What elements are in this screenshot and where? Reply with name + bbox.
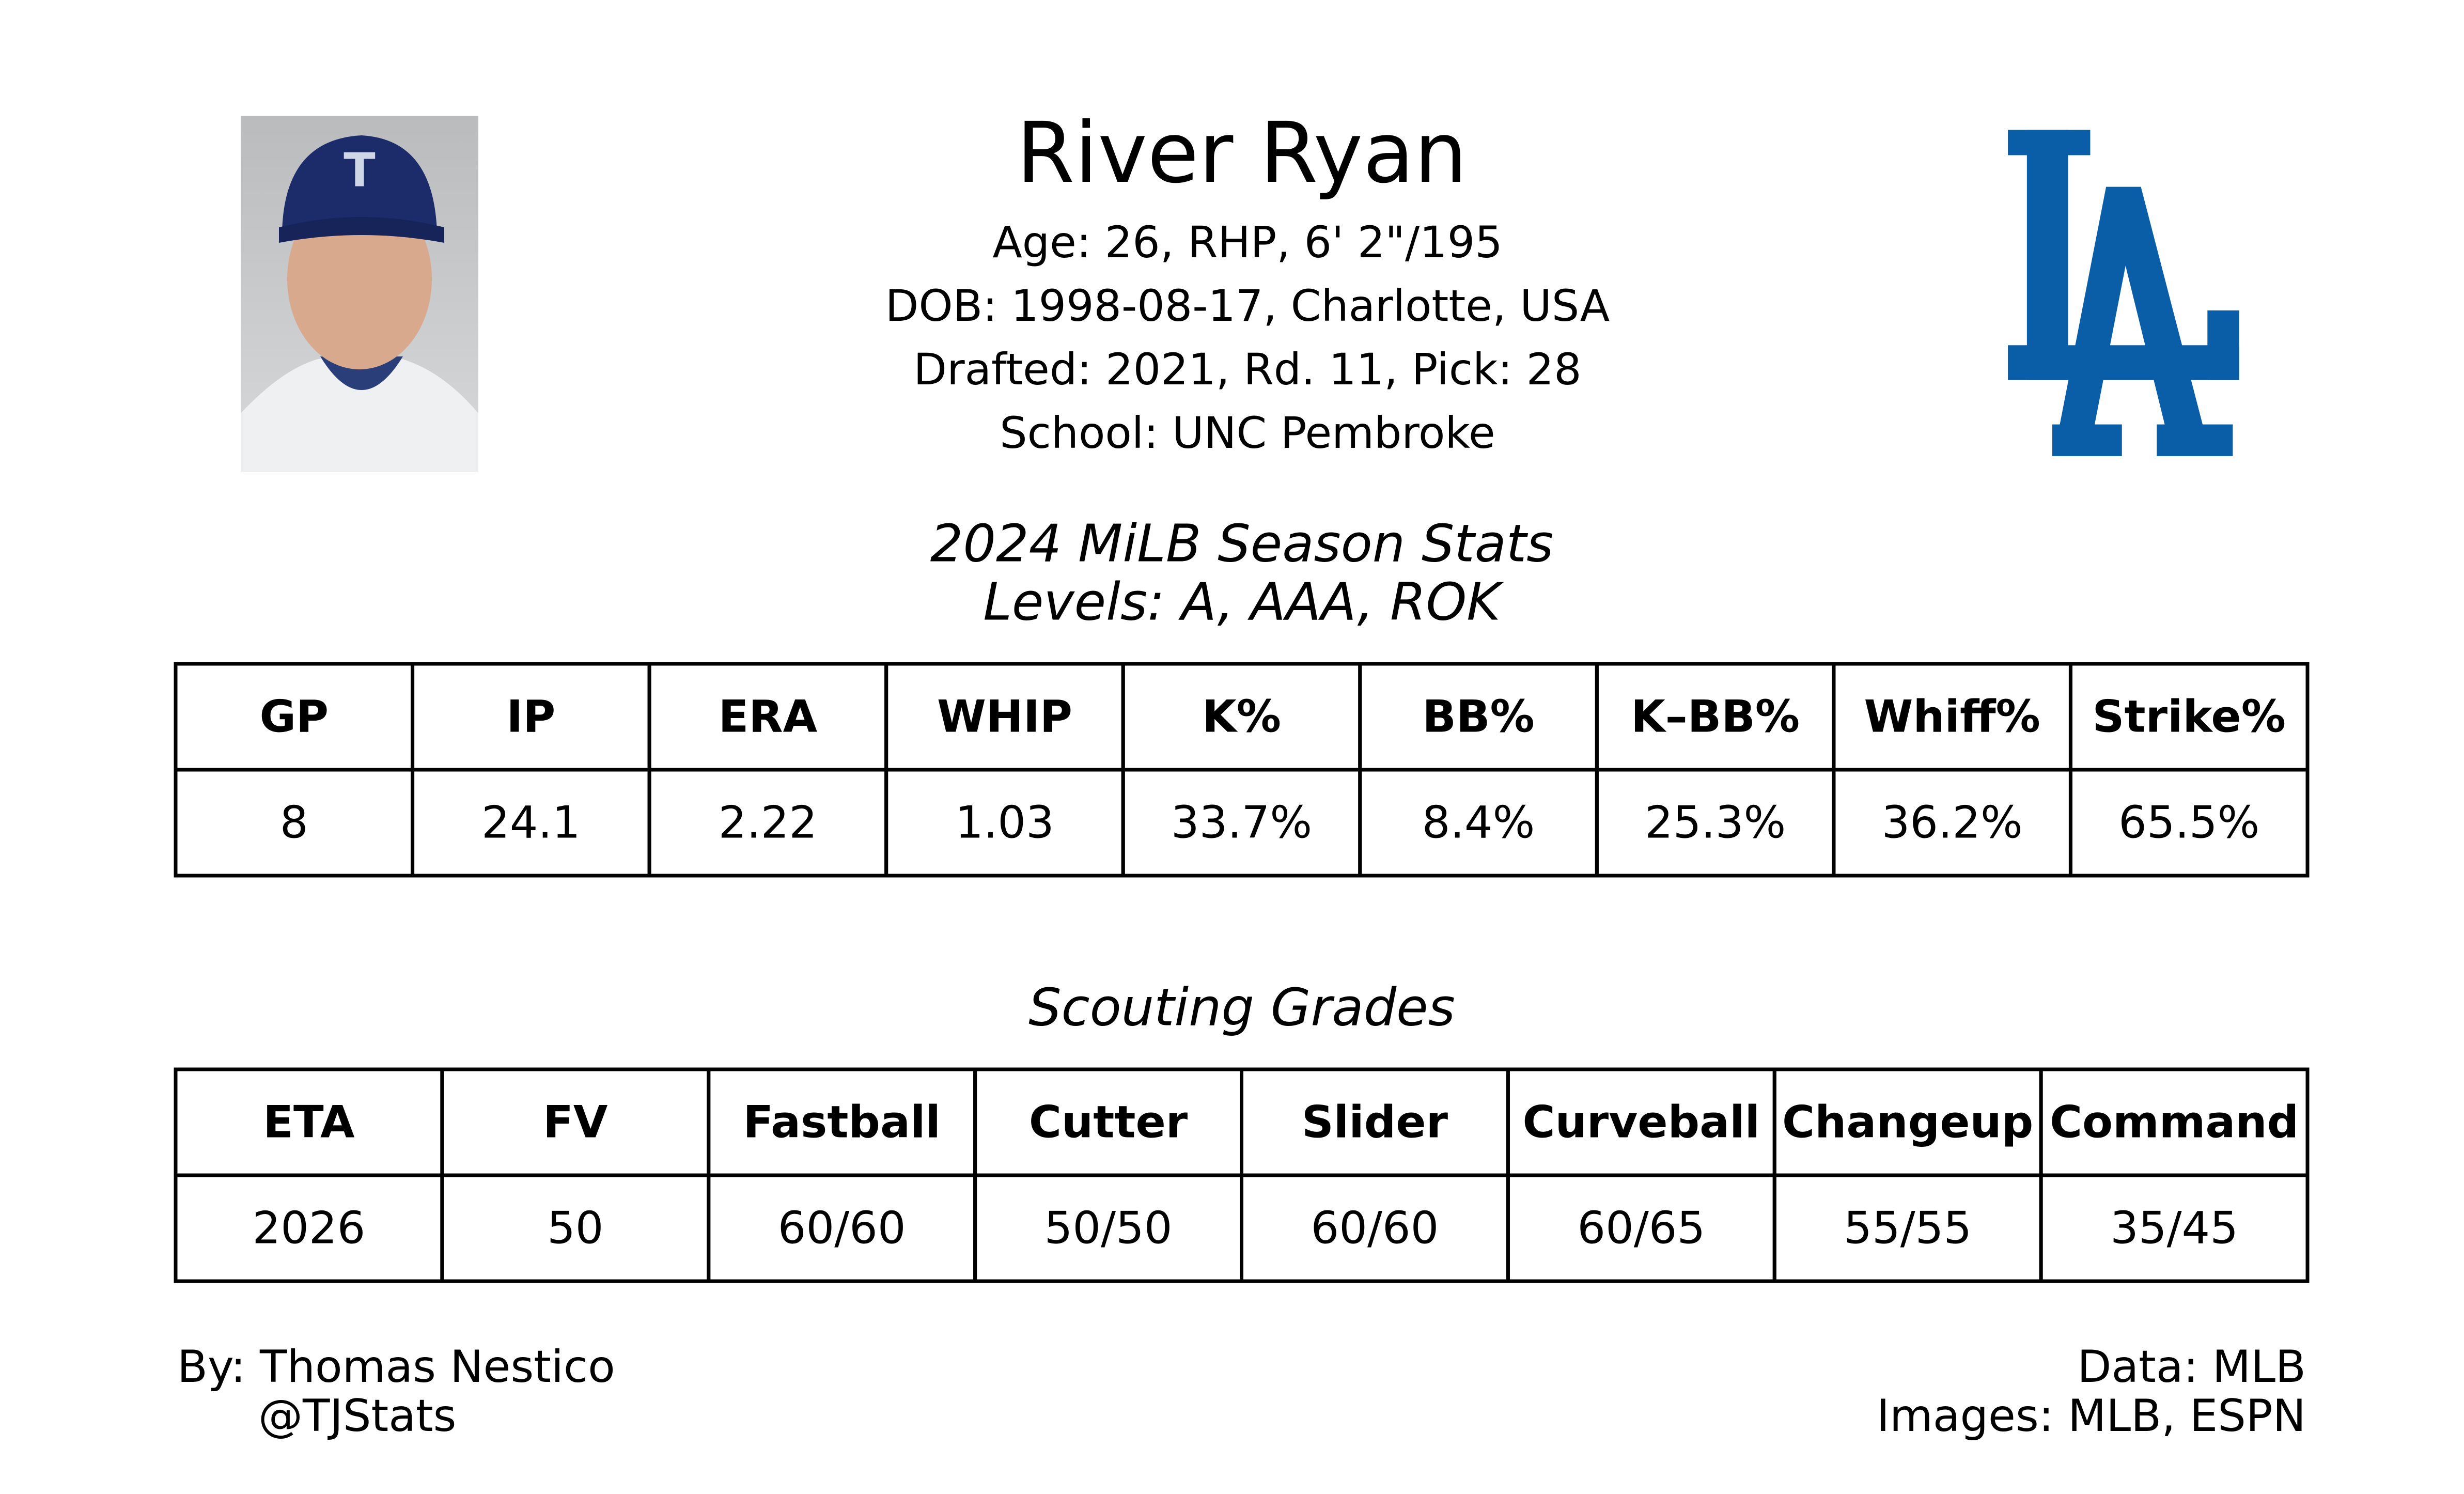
team-logo — [2008, 130, 2239, 456]
column-header: Whiff% — [1864, 691, 2040, 743]
footer-credit: By: Thomas Nestico — [177, 1341, 615, 1393]
column-header: GP — [259, 691, 329, 743]
column-header: K% — [1202, 691, 1281, 743]
footer-handle: @TJStats — [258, 1390, 456, 1442]
stats-subtitle: Levels: A, AAA, ROK — [983, 572, 1504, 632]
column-header: FV — [543, 1097, 608, 1148]
column-header: Cutter — [1029, 1097, 1188, 1148]
column-header: Changeup — [1782, 1097, 2033, 1148]
footer-data-source: Data: MLB — [2077, 1341, 2306, 1393]
detail-line: Drafted: 2021, Rd. 11, Pick: 28 — [913, 344, 1581, 395]
detail-line: DOB: 1998-08-17, Charlotte, USA — [885, 281, 1610, 331]
cell-value: 33.7% — [1171, 797, 1312, 849]
column-header: Curveball — [1522, 1097, 1760, 1148]
cell-value: 8 — [280, 797, 308, 849]
column-header: Slider — [1302, 1097, 1448, 1148]
stats-table: GP IP ERA WHIP K% BB% K–BB% Whiff% Strike% 8 24.1 2… — [174, 662, 2310, 878]
cell-value: 1.03 — [955, 797, 1054, 849]
cell-value: 8.4% — [1422, 797, 1535, 849]
cell-value: 50/50 — [1044, 1203, 1173, 1254]
cap-logo: T — [344, 144, 375, 198]
column-header: WHIP — [937, 691, 1072, 743]
column-header: ETA — [263, 1097, 355, 1148]
cell-value: 36.2% — [1882, 797, 2023, 849]
cell-value: 24.1 — [481, 797, 580, 849]
stats-title: 2024 MiLB Season Stats — [930, 513, 1553, 574]
cell-value: 35/45 — [2110, 1203, 2238, 1254]
detail-line: School: UNC Pembroke — [1000, 408, 1495, 458]
footer-images-source: Images: MLB, ESPN — [1877, 1390, 2306, 1442]
cell-value: 60/60 — [778, 1203, 906, 1254]
column-header: Strike% — [2093, 691, 2286, 743]
column-header: IP — [506, 691, 555, 743]
column-header: BB% — [1422, 691, 1534, 743]
cell-value: 60/60 — [1311, 1203, 1439, 1254]
column-header: K–BB% — [1631, 691, 1800, 743]
grades-table: ETA FV Fastball Cutter Slider Curveball Change… — [174, 1067, 2310, 1283]
body-cell — [2039, 1173, 2310, 1283]
cell-value: 2026 — [253, 1203, 366, 1254]
player-photo: T — [241, 116, 478, 472]
cell-value: 25.3% — [1645, 797, 1786, 849]
grades-title: Scouting Grades — [1028, 977, 1455, 1038]
cell-value: 50 — [547, 1203, 603, 1254]
cell-value: 60/65 — [1577, 1203, 1705, 1254]
body-cell — [2068, 768, 2310, 878]
cell-value: 55/55 — [1844, 1203, 1972, 1254]
column-header: ERA — [719, 691, 818, 743]
player-name: River Ryan — [1017, 105, 1468, 202]
player-details: Age: 26, RHP, 6' 2"/195 DOB: 1998-08-17, … — [885, 217, 1610, 458]
column-header: Command — [2050, 1097, 2299, 1148]
column-header: Fastball — [743, 1097, 941, 1148]
cell-value: 65.5% — [2118, 797, 2259, 849]
detail-line: Age: 26, RHP, 6' 2"/195 — [992, 217, 1502, 268]
cell-value: 2.22 — [719, 797, 817, 849]
